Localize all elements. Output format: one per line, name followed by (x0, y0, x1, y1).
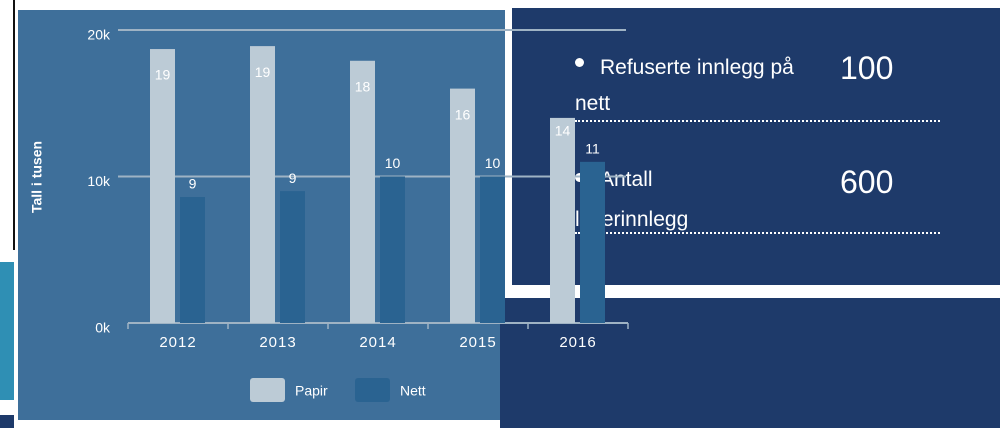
x-tick-label: 2016 (559, 334, 596, 351)
x-tick-label: 2013 (259, 334, 296, 351)
y-tick-label: 10k (87, 173, 111, 189)
legend-swatch (355, 378, 390, 402)
x-tick-label: 2014 (359, 334, 396, 351)
bar (150, 49, 175, 324)
data-label: 14 (555, 123, 571, 139)
edge-panel (0, 262, 14, 400)
legend-label: Nett (400, 383, 426, 399)
data-label: 9 (289, 170, 297, 186)
y-tick-label: 20k (87, 27, 111, 43)
x-tick-label: 2012 (159, 334, 196, 351)
stat-label: Refuserte innlegg på nett (575, 56, 794, 115)
stat-value: 600 (840, 164, 894, 200)
bar (380, 176, 405, 323)
data-label: 10 (385, 155, 401, 171)
dotted-rule (575, 120, 940, 122)
x-tick-label: 2015 (459, 334, 496, 351)
bullet (575, 58, 584, 67)
stat-value: 100 (840, 50, 894, 86)
edge-line (13, 0, 15, 250)
bar (180, 197, 205, 323)
legend-swatch (250, 378, 285, 402)
data-label: 9 (189, 176, 197, 192)
bar (480, 176, 505, 323)
data-label: 18 (355, 78, 371, 94)
data-label: 10 (485, 155, 501, 171)
edge-panel (0, 415, 14, 428)
y-axis-label: Tall i tusen (29, 141, 45, 213)
bar (350, 60, 375, 323)
bar (250, 46, 275, 324)
bar (450, 88, 475, 323)
bar (580, 161, 605, 323)
data-label: 19 (155, 67, 171, 83)
bar (280, 191, 305, 323)
legend-label: Papir (295, 383, 328, 399)
data-label: 11 (585, 141, 600, 157)
data-label: 19 (255, 64, 271, 80)
dotted-rule (575, 232, 940, 234)
data-label: 16 (455, 106, 471, 122)
bar (550, 117, 575, 324)
y-tick-label: 0k (95, 320, 111, 336)
